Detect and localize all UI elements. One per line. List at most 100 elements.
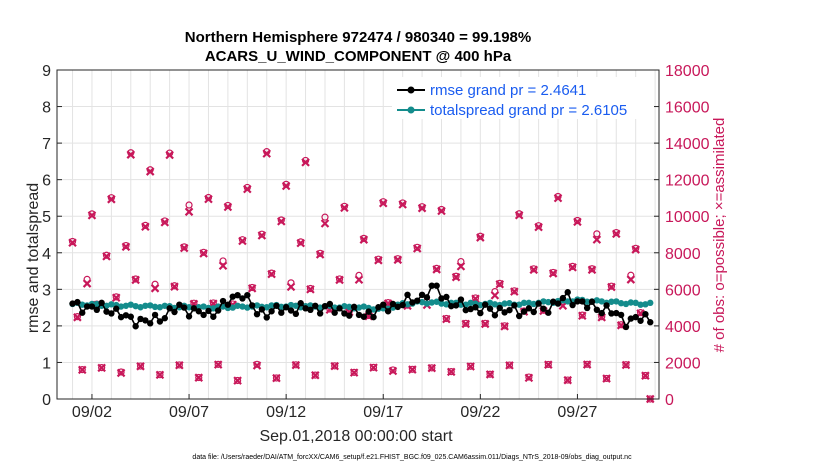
spread-point	[316, 304, 324, 311]
obs-assimilated-stroke	[544, 360, 553, 369]
rmse-point	[312, 302, 319, 309]
rmse-point	[506, 306, 513, 314]
spread-point	[627, 299, 635, 306]
obs-possible-point	[452, 272, 460, 280]
obs-assimilated-stroke	[340, 203, 349, 213]
rmse-point	[278, 309, 285, 316]
obs-assimilated-point	[179, 243, 189, 253]
obs-assimilated-point	[505, 361, 514, 370]
legend-spread-marker	[407, 106, 415, 114]
obs-assimilated-point	[529, 265, 539, 275]
obs-assimilated-stroke	[514, 210, 524, 220]
obs-possible-point	[612, 228, 620, 237]
obs-assimilated-stroke	[641, 371, 650, 380]
obs-assimilated-stroke	[412, 244, 422, 253]
obs-possible-point	[428, 364, 436, 372]
rmse-point	[132, 323, 139, 330]
spread-point	[244, 304, 251, 311]
spread-point	[617, 300, 625, 307]
obs-assimilated-stroke	[485, 370, 495, 379]
obs-assimilated-point	[514, 210, 524, 220]
x-tick-label: 09/17	[363, 404, 403, 421]
obs-assimilated-point	[257, 231, 267, 240]
rmse-point	[574, 298, 581, 305]
obs-assimilated-stroke	[281, 181, 291, 191]
obs-assimilated-stroke	[243, 184, 252, 194]
spread-point	[525, 299, 533, 307]
obs-assimilated-point	[155, 370, 165, 380]
obs-possible-point	[214, 360, 222, 368]
obs-possible-point	[481, 319, 489, 327]
rmse-point	[239, 295, 246, 302]
obs-assimilated-stroke	[446, 367, 456, 377]
obs-assimilated-point	[320, 219, 330, 228]
spread-point	[491, 301, 499, 308]
spread-point	[287, 301, 295, 309]
rmse-point	[302, 305, 309, 312]
legend-spread-label: totalspread grand pr = 2.6105	[430, 102, 627, 119]
rmse-point	[360, 313, 368, 320]
rmse-point	[205, 307, 212, 315]
rmse-point	[380, 301, 387, 308]
rmse-point	[608, 310, 615, 317]
y-tick-label-right: 0	[665, 392, 674, 409]
spread-point	[642, 301, 649, 308]
obs-possible-point	[632, 244, 640, 252]
obs-possible-point	[68, 237, 77, 246]
rmse-point	[263, 314, 270, 321]
rmse-point	[258, 306, 266, 313]
x-tick-label: 09/27	[557, 404, 597, 421]
rmse-point	[244, 291, 251, 299]
rmse-point	[74, 298, 81, 306]
y-tick-label-right: 16000	[665, 100, 710, 117]
obs-assimilated-stroke	[359, 235, 369, 244]
rmse-point	[98, 299, 105, 307]
rmse-point	[554, 300, 562, 307]
obs-assimilated-point	[77, 365, 87, 375]
obs-possible-point	[170, 282, 179, 290]
obs-assimilated-stroke	[73, 313, 82, 322]
obs-assimilated-point	[607, 282, 616, 292]
spread-point	[428, 299, 435, 306]
rmse-point	[248, 302, 256, 309]
rmse-point	[443, 293, 450, 301]
obs-assimilated-stroke	[563, 375, 573, 385]
rmse-point	[409, 299, 416, 306]
obs-possible-point	[394, 255, 402, 263]
obs-assimilated-stroke	[349, 368, 359, 377]
obs-assimilated-point	[412, 244, 422, 253]
obs-assimilated-stroke	[427, 363, 437, 373]
rmse-point	[229, 293, 236, 300]
obs-assimilated-point	[247, 284, 257, 293]
obs-assimilated-stroke	[335, 275, 344, 285]
obs-assimilated-point	[582, 360, 592, 369]
spread-point	[404, 301, 411, 308]
rmse-point	[69, 300, 76, 307]
obs-assimilated-stroke	[116, 368, 126, 378]
obs-possible-point	[102, 251, 111, 259]
rmse-point	[224, 301, 232, 308]
obs-possible-point	[442, 314, 450, 323]
obs-possible-point	[185, 201, 193, 209]
obs-possible-point	[238, 236, 247, 244]
obs-possible-point	[272, 374, 281, 382]
obs-assimilated-stroke	[578, 311, 587, 321]
rmse-point	[423, 294, 431, 301]
chart-title-line2: ACARS_U_WIND_COMPONENT @ 400 hPa	[205, 48, 512, 65]
spread-point	[467, 299, 474, 307]
rmse-point	[287, 307, 295, 314]
obs-assimilated-point	[510, 287, 519, 296]
rmse-point	[161, 315, 168, 322]
chart-title-line1: Northern Hemisphere 972474 / 980340 = 99…	[185, 29, 531, 46]
obs-assimilated-point	[262, 149, 272, 158]
rmse-point	[341, 310, 348, 317]
obs-assimilated-stroke	[102, 252, 111, 261]
obs-assimilated-point	[121, 242, 131, 252]
obs-possible-point	[156, 371, 164, 379]
obs-assimilated-point	[398, 200, 407, 209]
obs-assimilated-stroke	[272, 373, 281, 383]
spread-point	[268, 302, 275, 309]
spread-point	[234, 302, 241, 309]
obs-assimilated-stroke	[262, 149, 272, 158]
obs-possible-point	[331, 362, 339, 370]
